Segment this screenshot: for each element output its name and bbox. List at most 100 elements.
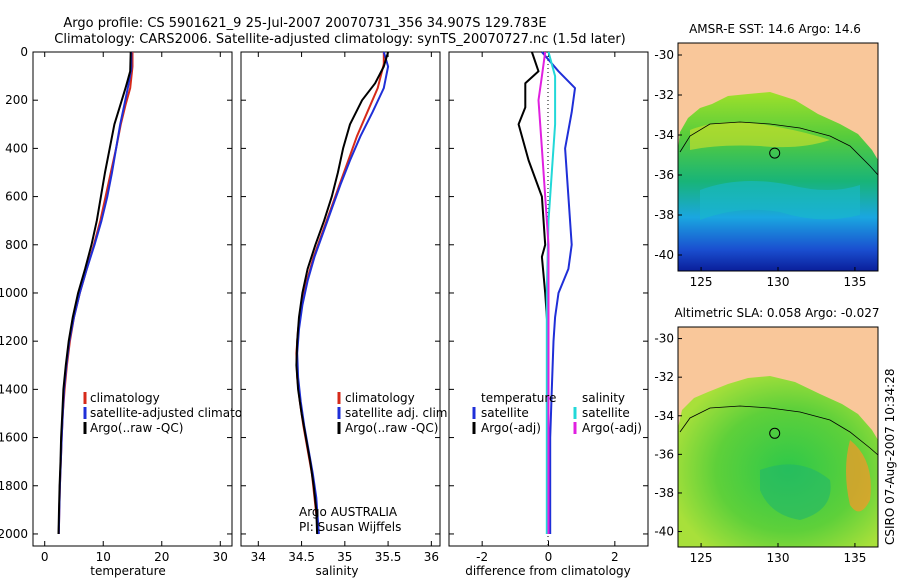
x-tick-label: 34.5 [288, 550, 315, 564]
sst-map-title: AMSR-E SST: 14.6 Argo: 14.6 [689, 22, 861, 36]
y-tick-label: 1000 [0, 286, 28, 300]
x-tick-label: 35.5 [375, 550, 402, 564]
legend-label-satellite: satellite adj. clim. [345, 406, 451, 420]
legend-label-climatology: climatology [90, 391, 160, 405]
lon-tick-label: 135 [843, 275, 866, 289]
sla-high-patch [846, 440, 871, 512]
sst-lon-ticks: 125 130 135 [690, 267, 866, 289]
legend-label-satellite: satellite-adjusted climatology [90, 406, 268, 420]
y-tick-label: 600 [5, 190, 28, 204]
legend-label-climatology: climatology [345, 391, 415, 405]
lat-tick-label: -30 [654, 48, 674, 62]
series-line-argo [295, 51, 390, 535]
legend-label-argo: Argo(..raw -QC) [345, 421, 438, 435]
legend-label-argo: Argo(..raw -QC) [90, 421, 183, 435]
y-tick-label: 0 [20, 45, 28, 59]
salinity-legend: climatology satellite adj. clim. Argo(..… [337, 391, 451, 435]
lat-tick-label: -30 [654, 332, 674, 346]
legend-label-temp-satellite: satellite [481, 406, 529, 420]
lat-tick-label: -36 [654, 168, 674, 182]
salinity-panel: 34 34.5 35 35.5 36 salinity climatology sate… [240, 51, 451, 578]
difference-y-ticks [449, 51, 648, 535]
temperature-series [57, 51, 134, 535]
temperature-y-ticks: 0 200 400 600 800 1000 1200 1400 1600 1800 2000 [0, 45, 232, 541]
salinity-axes-box [240, 51, 441, 547]
lat-tick-label: -32 [654, 370, 674, 384]
legend-label-temp-argo: Argo(-adj) [481, 421, 541, 435]
salinity-y-ticks [241, 51, 440, 535]
temperature-xlabel: temperature [90, 564, 165, 578]
x-tick-label: 20 [154, 550, 169, 564]
salinity-xlabel: salinity [315, 564, 358, 578]
difference-series [517, 51, 576, 534]
argo-position-marker [769, 147, 781, 159]
legend-title-salinity: salinity [582, 391, 625, 405]
difference-legend: temperature salinity satellite Argo(-adj… [472, 391, 642, 435]
y-tick-label: 400 [5, 141, 28, 155]
y-tick-label: 1600 [0, 431, 28, 445]
sst-lat-ticks: -30 -32 -34 -36 -38 -40 [654, 48, 682, 262]
figure-title-line1: Argo profile: CS 5901621_9 25-Jul-2007 2… [63, 16, 546, 31]
sla-map-title: Altimetric SLA: 0.058 Argo: -0.027 [674, 306, 879, 320]
lat-tick-label: -40 [654, 248, 674, 262]
sla-lon-ticks: 125 130 135 [690, 543, 866, 565]
legend-label-sal-argo: Argo(-adj) [582, 421, 642, 435]
x-tick-label: 10 [96, 550, 111, 564]
sla-low-patch [760, 464, 831, 520]
legend-label-sal-satellite: satellite [582, 406, 630, 420]
lat-tick-label: -40 [654, 525, 674, 539]
x-tick-label: 0 [545, 550, 553, 564]
float-owner-annotation: Argo AUSTRALIA [299, 505, 398, 519]
x-tick-label: 35 [337, 550, 352, 564]
y-tick-label: 1400 [0, 382, 28, 396]
temperature-legend: climatology satellite-adjusted climatolo… [83, 391, 268, 435]
temperature-x-ticks: 0 10 20 30 [41, 52, 228, 564]
sla-map-panel: Altimetric SLA: 0.058 Argo: -0.027 -30-3… [654, 306, 879, 565]
lat-tick-label: -34 [654, 409, 674, 423]
lon-tick-label: 130 [767, 551, 790, 565]
series-line-salinity-argo [537, 51, 550, 534]
sst-cool-patch [700, 181, 860, 220]
lat-tick-label: -34 [654, 128, 674, 142]
temperature-panel: 0 200 400 600 800 1000 1200 1400 1600 1800 2000 0 1… [0, 45, 268, 578]
x-tick-label: 2 [611, 550, 619, 564]
sla-ocean-field [678, 376, 878, 547]
series-line-salinity-satellite [545, 51, 557, 534]
lat-tick-label: -32 [654, 88, 674, 102]
y-tick-label: 2000 [0, 527, 28, 541]
lon-tick-label: 130 [767, 275, 790, 289]
sst-map-panel: AMSR-E SST: 14.6 Argo: 14.6 -30 -32 -34 -36… [654, 22, 879, 289]
x-tick-label: 0 [41, 550, 49, 564]
legend-title-temperature: temperature [481, 391, 556, 405]
sla-front-contour [679, 405, 878, 456]
lat-tick-label: -38 [654, 486, 674, 500]
sla-lat-ticks: -30 -32 -34 -36 -38 -40 [654, 332, 682, 539]
y-tick-label: 200 [5, 93, 28, 107]
x-tick-label: -2 [476, 550, 488, 564]
y-tick-label: 800 [5, 238, 28, 252]
lat-tick-label: -38 [654, 208, 674, 222]
salinity-x-ticks: 34 34.5 35 35.5 36 [251, 52, 439, 564]
difference-xlabel: difference from climatology [465, 564, 631, 578]
lon-tick-label: 135 [843, 551, 866, 565]
sst-warm-patch [690, 122, 830, 150]
pi-annotation: PI: Susan Wijffels [299, 520, 401, 534]
lon-tick-label: 125 [690, 551, 713, 565]
salinity-series [295, 51, 390, 535]
x-tick-label: 34 [251, 550, 266, 564]
x-tick-label: 30 [213, 550, 228, 564]
difference-panel: -2 0 2 difference from climatology tempera… [448, 51, 649, 578]
y-tick-label: 1800 [0, 479, 28, 493]
sst-front-contour [679, 121, 878, 176]
lat-tick-label: -36 [654, 447, 674, 461]
y-tick-label: 1200 [0, 334, 28, 348]
temperature-axes-box [32, 51, 233, 547]
argo-position-marker [769, 427, 781, 439]
figure-title-line2: Climatology: CARS2006. Satellite-adjuste… [54, 32, 626, 47]
series-line-argo [57, 51, 132, 535]
x-tick-label: 36 [424, 550, 439, 564]
lon-tick-label: 125 [690, 275, 713, 289]
csiro-timestamp: CSIRO 07-Aug-2007 10:34:28 [883, 369, 897, 545]
